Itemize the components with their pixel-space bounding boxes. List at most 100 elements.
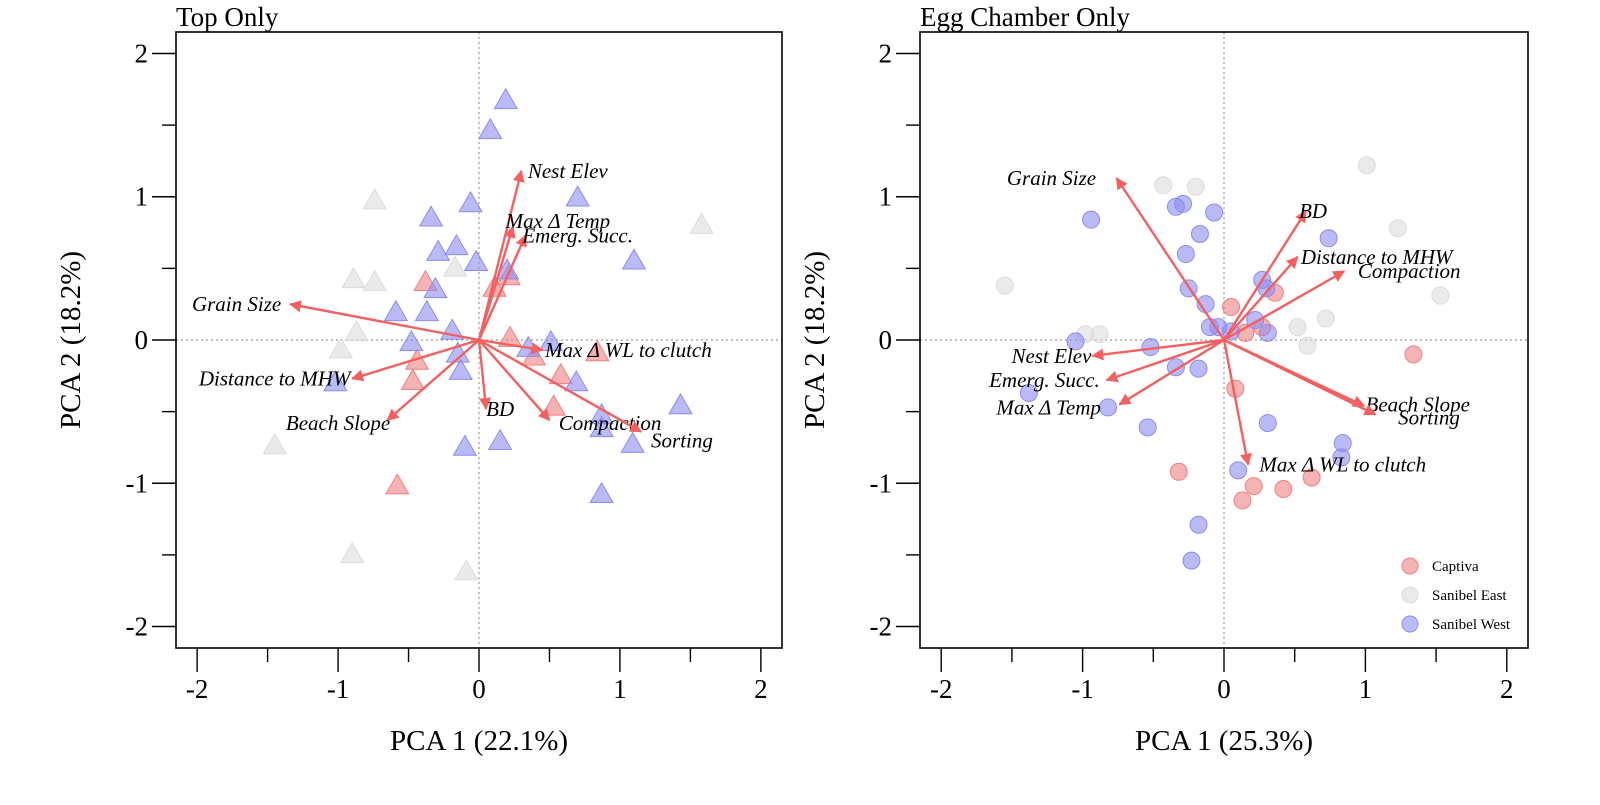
point-sanibel-east: [362, 269, 387, 291]
point-sanibel-west: [1173, 194, 1192, 213]
point-sanibel-west: [620, 431, 645, 453]
x-tick-label: -1: [1071, 674, 1094, 704]
point-sanibel-east: [995, 276, 1014, 295]
point-sanibel-west: [444, 233, 469, 256]
legend-marker-captiva: [1401, 557, 1419, 575]
point-sanibel-west: [423, 276, 448, 299]
point-sanibel-west: [1258, 323, 1277, 342]
point-captiva: [400, 368, 426, 390]
point-captiva: [1244, 477, 1263, 496]
point-sanibel-west: [448, 358, 473, 380]
point-sanibel-west: [1209, 318, 1228, 337]
y-axis-label: PCA 2 (18.2%): [55, 251, 87, 429]
loading-arrow-distance-to-mhw: [1223, 256, 1299, 341]
point-sanibel-east: [339, 541, 365, 564]
point-sanibel-east: [1154, 176, 1173, 195]
loading-arrow-sorting: [1223, 338, 1377, 416]
x-tick-label: 0: [1217, 674, 1231, 704]
loading-label-grain-size: Grain Size: [1007, 166, 1096, 190]
point-sanibel-west: [589, 481, 614, 504]
point-sanibel-east: [1431, 286, 1450, 305]
point-sanibel-west: [493, 87, 519, 110]
x-tick-label: 1: [613, 674, 627, 704]
loading-arrow-max-wl-to-clutch: [478, 338, 544, 355]
point-sanibel-west: [1190, 224, 1209, 243]
point-captiva: [1274, 479, 1293, 498]
point-sanibel-west: [565, 185, 590, 207]
point-sanibel-west: [418, 205, 444, 227]
point-sanibel-west: [399, 329, 424, 352]
loading-arrow-max-wl-to-clutch: [1222, 339, 1252, 466]
loading-label-beach-slope: Beach Slope: [286, 411, 390, 435]
legend-label: Sanibel West: [1432, 617, 1511, 633]
point-sanibel-west: [1019, 384, 1038, 403]
loading-arrow-compaction: [1223, 270, 1346, 342]
y-tick-label: 2: [135, 38, 149, 68]
loading-label-max-temp: Max Δ Temp: [995, 395, 1101, 419]
chart-title: Egg Chamber Only: [920, 2, 1130, 32]
loading-arrow-max-temp: [1118, 338, 1225, 406]
loading-label-sorting: Sorting: [1398, 405, 1460, 429]
point-captiva: [585, 339, 610, 362]
loading-arrow-max-temp: [477, 225, 516, 341]
point-sanibel-west: [1258, 414, 1277, 433]
point-sanibel-west: [452, 434, 478, 456]
point-sanibel-west: [383, 299, 409, 322]
point-sanibel-west: [1182, 551, 1201, 570]
point-sanibel-east: [1388, 219, 1407, 238]
legend: Captiva Sanibel East Sanibel West: [1401, 557, 1511, 633]
loading-label-compaction: Compaction: [1358, 259, 1461, 283]
y-tick-label: 0: [135, 325, 149, 355]
panel-top-only: Grain Size Distance to MHW Beach Slope Nest…: [55, 2, 783, 757]
point-sanibel-west: [322, 369, 348, 392]
point-sanibel-west: [1189, 515, 1208, 534]
point-sanibel-west: [1138, 418, 1157, 437]
loading-arrow-nest-elev: [1091, 338, 1225, 361]
y-tick-label: -1: [870, 468, 893, 498]
point-captiva: [1222, 298, 1241, 317]
point-sanibel-west: [1229, 461, 1248, 480]
x-tick-label: 1: [1359, 674, 1373, 704]
point-sanibel-west: [414, 299, 440, 322]
point-sanibel-west: [463, 249, 489, 271]
point-sanibel-east: [262, 433, 287, 455]
y-axis-label: PCA 2 (18.2%): [799, 251, 831, 429]
chart-title: Top Only: [176, 2, 279, 32]
loading-label-max-wl-to-clutch: Max Δ WL to clutch: [544, 338, 712, 362]
point-sanibel-west: [1319, 229, 1338, 248]
y-tick-label: 2: [879, 38, 893, 68]
point-sanibel-west: [563, 369, 589, 392]
point-sanibel-east: [1316, 309, 1335, 328]
x-tick-label: -2: [930, 674, 953, 704]
y-tick-label: 0: [879, 325, 893, 355]
point-sanibel-west: [1189, 359, 1208, 378]
legend-label: Captiva: [1432, 559, 1479, 575]
loading-arrow-bd: [477, 339, 491, 410]
point-sanibel-east: [1090, 325, 1109, 344]
x-tick-label: -1: [327, 674, 350, 704]
point-sanibel-west: [458, 190, 483, 213]
loading-arrow-sorting: [478, 338, 643, 433]
point-captiva: [1404, 345, 1423, 364]
point-sanibel-west: [1176, 245, 1195, 264]
loading-arrow-emerg-succ: [477, 234, 527, 341]
loading-label-nest-elev: Nest Elev: [527, 159, 609, 183]
legend-marker-sanibel-west: [1401, 615, 1419, 633]
loading-label-bd: BD: [486, 397, 514, 421]
point-sanibel-west: [487, 428, 513, 451]
loading-arrow-grain-size: [288, 300, 480, 342]
loading-label-distance-to-mhw: Distance to MHW: [198, 367, 353, 391]
point-sanibel-west: [425, 239, 451, 261]
loading-arrow-compaction: [478, 339, 551, 422]
loading-arrow-emerg-succ: [1105, 338, 1225, 383]
point-sanibel-west: [1205, 203, 1224, 222]
point-sanibel-east: [454, 559, 479, 581]
x-axis-label: PCA 1 (25.3%): [1135, 725, 1313, 757]
point-sanibel-west: [1066, 332, 1085, 351]
loading-arrow-bd: [1222, 210, 1308, 341]
loading-label-emerg-succ: Emerg. Succ.: [521, 223, 633, 247]
y-tick-label: 1: [879, 182, 893, 212]
